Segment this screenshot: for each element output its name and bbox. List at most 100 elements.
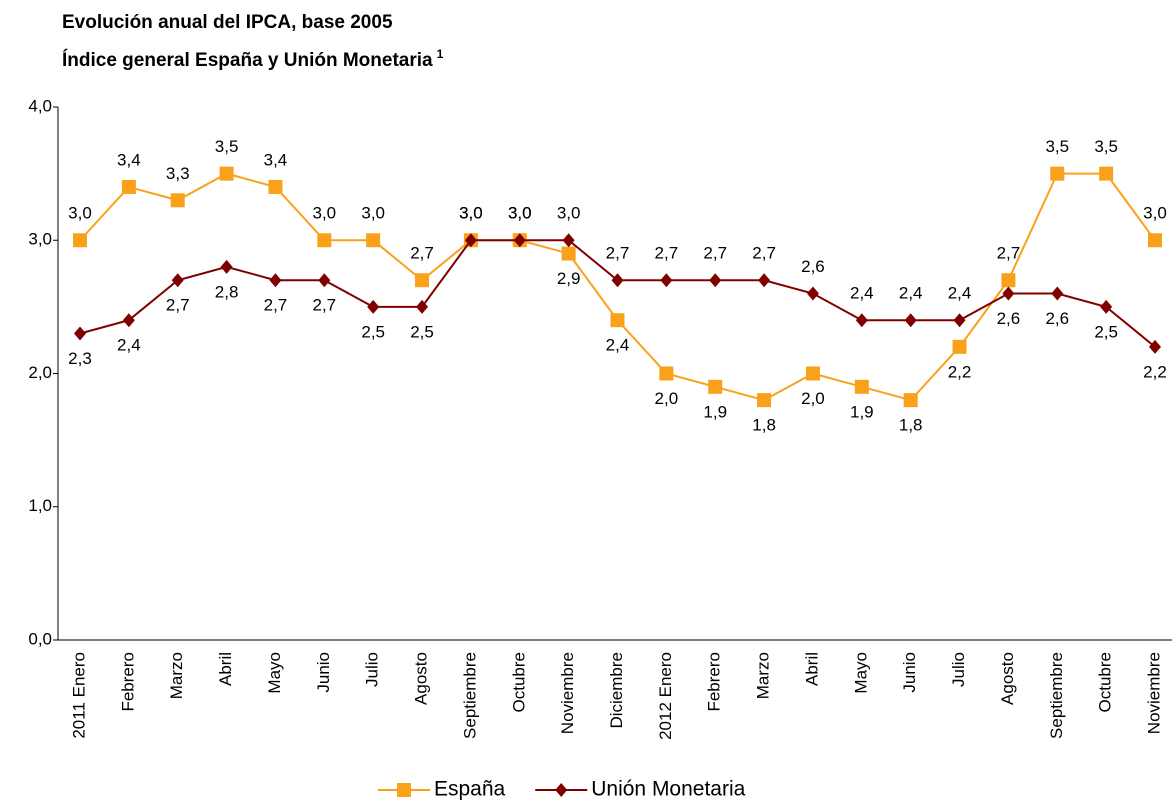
x-tick-label: 2012 Enero (656, 652, 675, 740)
marker (74, 326, 86, 341)
data-label: 2,3 (68, 349, 92, 368)
data-label: 1,8 (899, 416, 923, 435)
marker (121, 179, 136, 194)
data-label: 2,6 (1045, 309, 1069, 328)
marker (1099, 166, 1114, 181)
marker (1149, 339, 1161, 354)
data-label: 3,0 (312, 204, 336, 223)
data-label: 1,9 (850, 402, 874, 421)
x-tick-label: Junio (314, 652, 333, 693)
marker (464, 233, 477, 248)
marker (317, 233, 332, 248)
data-label: 2,5 (361, 322, 385, 341)
y-tick-label: 2,0 (28, 363, 52, 382)
y-tick-label: 4,0 (28, 96, 52, 115)
marker (269, 273, 282, 288)
marker (660, 273, 673, 288)
legend-label: España (434, 778, 506, 801)
x-tick-label: Agosto (412, 652, 431, 705)
x-tick-label: Diciembre (607, 652, 626, 729)
data-label: 3,0 (557, 204, 581, 223)
subtitle-text: Índice general España y Unión Monetaria (62, 49, 433, 71)
data-label: 2,2 (1143, 362, 1167, 381)
marker (562, 233, 575, 248)
x-tick-label: Mayo (265, 652, 284, 694)
data-label: 2,7 (166, 296, 190, 315)
marker (659, 366, 674, 381)
data-label: 3,4 (264, 150, 288, 169)
marker (268, 179, 283, 194)
data-label: 2,6 (997, 309, 1021, 328)
data-label: 3,0 (508, 204, 532, 223)
x-tick-label: Mayo (851, 652, 870, 694)
marker (513, 233, 526, 248)
y-tick-label: 0,0 (28, 629, 52, 648)
marker (171, 273, 184, 288)
data-label: 2,7 (655, 244, 679, 263)
marker (854, 379, 869, 394)
data-label: 2,5 (410, 322, 434, 341)
data-label: 3,5 (1045, 137, 1069, 156)
marker (122, 313, 135, 328)
data-label: 2,7 (997, 244, 1021, 263)
marker (219, 166, 234, 181)
data-label: 2,9 (557, 269, 581, 288)
marker (1002, 286, 1015, 301)
marker (757, 393, 772, 408)
marker (953, 313, 966, 328)
x-tick-label: 2011 Enero (69, 652, 88, 739)
data-label: 3,0 (459, 204, 483, 223)
legend-item: Unión Monetaria (535, 778, 746, 801)
data-label: 3,0 (508, 204, 532, 223)
x-tick-label: Noviembre (1144, 652, 1163, 734)
marker (806, 286, 819, 301)
data-label: 3,3 (166, 164, 190, 183)
data-label: 2,7 (312, 296, 336, 315)
marker (561, 246, 576, 261)
x-tick-label: Julio (949, 652, 968, 687)
data-label: 3,5 (1094, 137, 1118, 156)
data-label: 3,0 (361, 204, 385, 223)
data-label: 2,4 (899, 284, 923, 303)
data-label: 2,4 (850, 284, 874, 303)
legend-marker (555, 783, 568, 797)
marker (318, 273, 331, 288)
data-label: 2,0 (655, 389, 679, 408)
marker (903, 393, 918, 408)
marker (709, 273, 722, 288)
marker (855, 313, 868, 328)
marker (220, 259, 233, 274)
marker (416, 299, 429, 314)
x-tick-label: Julio (363, 652, 382, 687)
footnote-mark: 1 (437, 47, 444, 61)
marker (170, 193, 185, 208)
marker (1051, 286, 1064, 301)
data-label: 2,5 (1094, 322, 1118, 341)
data-label: 2,4 (606, 336, 630, 355)
data-label: 2,4 (948, 284, 972, 303)
data-label: 3,5 (215, 137, 239, 156)
data-label: 2,4 (117, 336, 141, 355)
y-tick-label: 1,0 (28, 496, 52, 515)
x-tick-label: Noviembre (558, 652, 577, 734)
data-label: 3,0 (459, 204, 483, 223)
marker (952, 339, 967, 354)
marker (708, 379, 723, 394)
legend-marker (397, 783, 411, 797)
data-label: 1,9 (703, 402, 727, 421)
data-label: 2,7 (410, 244, 434, 263)
marker (758, 273, 771, 288)
x-tick-label: Septiembre (1047, 652, 1066, 739)
marker (904, 313, 917, 328)
chart-title: Evolución anual del IPCA, base 2005 (62, 12, 393, 33)
legend-label: Unión Monetaria (591, 778, 745, 801)
data-label: 2,6 (801, 257, 825, 276)
x-tick-label: Agosto (998, 652, 1017, 705)
data-label: 2,7 (264, 296, 288, 315)
y-tick-label: 3,0 (28, 230, 52, 249)
x-tick-label: Abril (802, 652, 821, 686)
marker (415, 273, 430, 288)
data-label: 2,2 (948, 362, 972, 381)
x-tick-label: Marzo (167, 652, 186, 699)
